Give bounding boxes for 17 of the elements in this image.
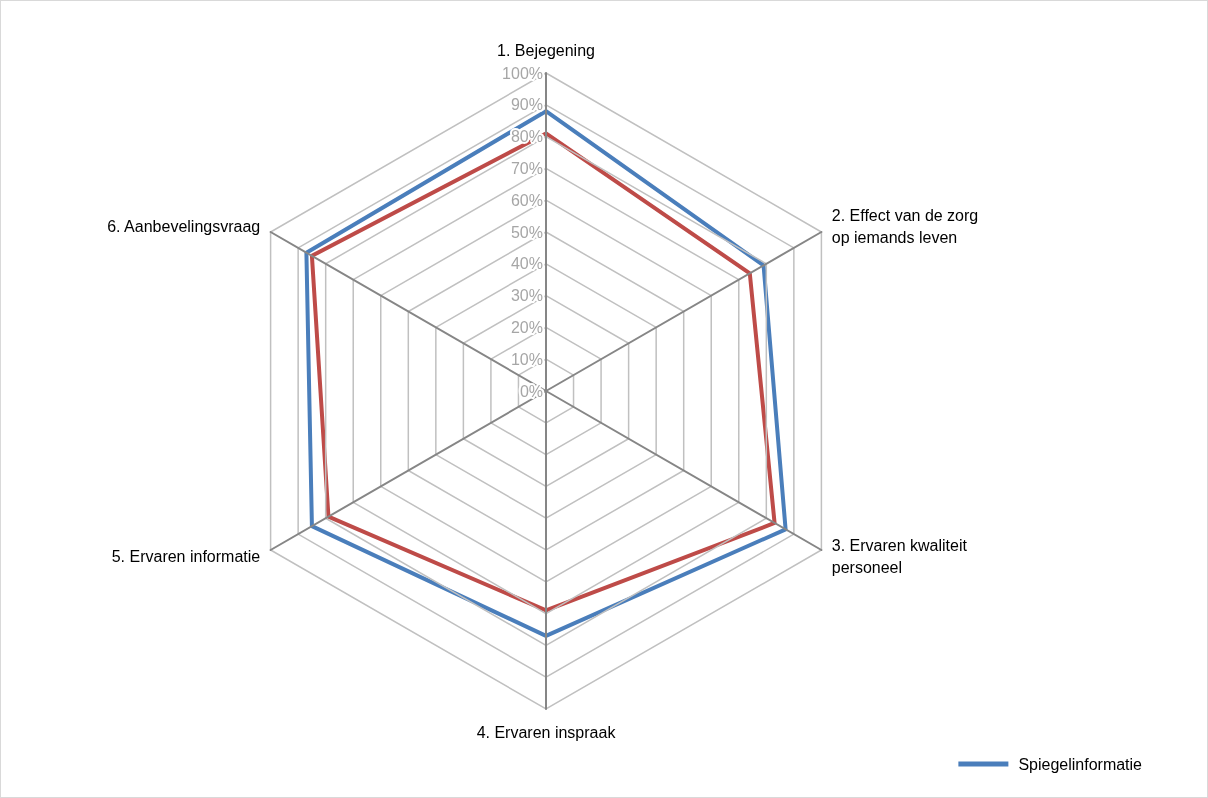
spoke-label: 5. Ervaren informatie — [111, 547, 261, 565]
y-tick-label: 100% — [502, 64, 543, 82]
y-tick-label: 70% — [510, 159, 543, 177]
spoke-label: 1. Bejegening — [497, 41, 595, 59]
spoke-label: 2. Effect van de zorg op iemands leven — [831, 206, 979, 246]
spoke-label: 3. Ervaren kwaliteit personeel — [831, 536, 968, 576]
spoke-label: 4. Ervaren inspraak — [476, 723, 617, 741]
y-tick-label: 30% — [510, 287, 543, 305]
y-tick-label: 20% — [510, 318, 543, 336]
y-tick-label: 10% — [510, 350, 543, 368]
spoke-label: 6. Aanbevelingsvraag — [107, 217, 261, 235]
legend-label: Spiegelinformatie — [1018, 755, 1143, 773]
y-tick-label: 40% — [510, 255, 543, 273]
y-tick-label: 0% — [519, 382, 543, 400]
y-tick-label: 90% — [510, 96, 543, 114]
y-tick-label: 50% — [510, 223, 543, 241]
y-tick-label: 60% — [510, 191, 543, 209]
